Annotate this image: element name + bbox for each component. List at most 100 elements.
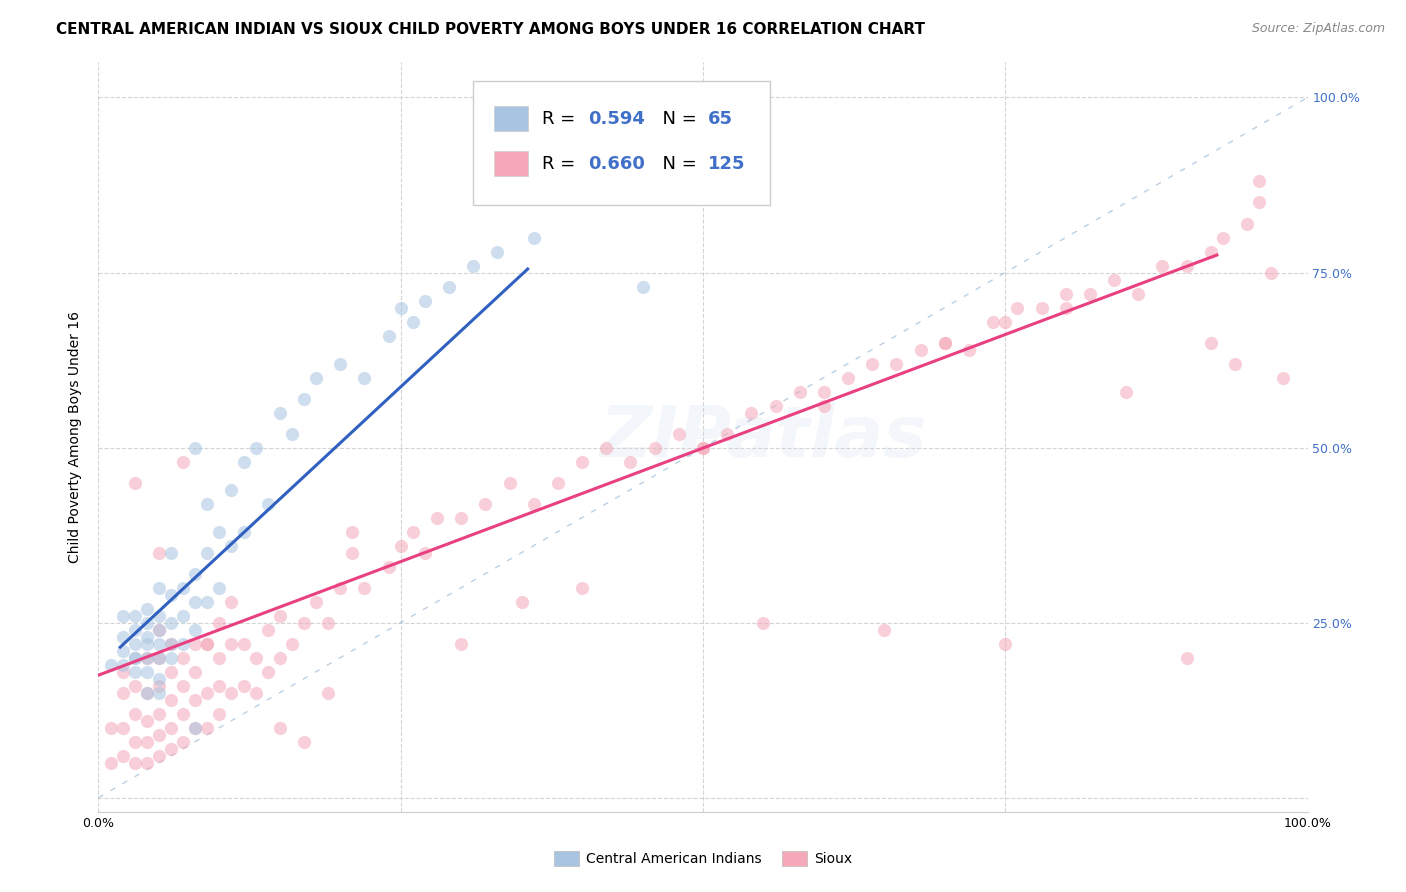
Point [100,657,122,672]
Point [221,686,243,700]
Point [100,721,122,735]
Point [184,721,207,735]
Point [316,615,339,630]
Point [160,741,183,756]
Point [981,314,1004,328]
Point [789,384,811,399]
Point [208,679,231,693]
Point [305,594,328,608]
Point [148,546,170,560]
Point [195,686,218,700]
Point [208,524,231,539]
Point [160,615,183,630]
Point [221,594,243,608]
Point [860,357,883,371]
Point [160,665,183,679]
Point [232,637,254,651]
Point [195,594,218,608]
Point [245,650,267,665]
Point [160,588,183,602]
Point [595,441,617,455]
Point [184,594,207,608]
Point [124,608,146,623]
Point [148,637,170,651]
Point [124,475,146,490]
Point [160,650,183,665]
Point [148,581,170,595]
Point [184,637,207,651]
Point [221,483,243,497]
Point [195,546,218,560]
Point [1272,370,1295,384]
Point [619,454,641,468]
Point [256,665,278,679]
Point [1236,217,1258,231]
Point [957,343,980,357]
Point [342,546,364,560]
Point [716,426,738,441]
Point [195,637,218,651]
Point [486,244,509,259]
Point [547,475,569,490]
Point [1175,259,1198,273]
Point [148,686,170,700]
Point [232,454,254,468]
Point [292,615,315,630]
Point [111,643,134,657]
Point [1249,195,1271,210]
Point [245,686,267,700]
Point [184,566,207,581]
Point [934,335,956,350]
Point [837,370,859,384]
Point [281,426,304,441]
Point [450,637,472,651]
Point [813,399,835,413]
Point [184,441,207,455]
Point [1249,174,1271,188]
Text: N =: N = [651,154,703,172]
Point [1007,301,1029,315]
Point [692,441,714,455]
Point [111,748,134,763]
Point [184,665,207,679]
Point [813,384,835,399]
Point [377,559,399,574]
Point [172,581,194,595]
Point [172,454,194,468]
Point [571,454,593,468]
Point [342,524,364,539]
Text: N =: N = [651,110,703,128]
Point [111,721,134,735]
Point [124,706,146,721]
Point [160,692,183,706]
Point [221,539,243,553]
Point [426,510,449,524]
Point [740,406,762,420]
Point [135,637,157,651]
Point [886,357,908,371]
Point [413,293,436,308]
Point [269,406,291,420]
Point [184,623,207,637]
Point [1128,286,1150,301]
Point [148,672,170,686]
Point [148,679,170,693]
Point [292,734,315,748]
Point [135,615,157,630]
Point [195,721,218,735]
Point [523,230,546,244]
Point [124,756,146,770]
Point [221,637,243,651]
Text: CENTRAL AMERICAN INDIAN VS SIOUX CHILD POVERTY AMONG BOYS UNDER 16 CORRELATION C: CENTRAL AMERICAN INDIAN VS SIOUX CHILD P… [56,22,925,37]
Point [172,637,194,651]
Point [208,615,231,630]
Point [148,650,170,665]
Point [195,497,218,511]
Point [402,314,425,328]
Point [668,426,690,441]
Point [305,370,328,384]
Point [124,679,146,693]
FancyBboxPatch shape [474,81,769,205]
Point [256,623,278,637]
Point [910,343,932,357]
